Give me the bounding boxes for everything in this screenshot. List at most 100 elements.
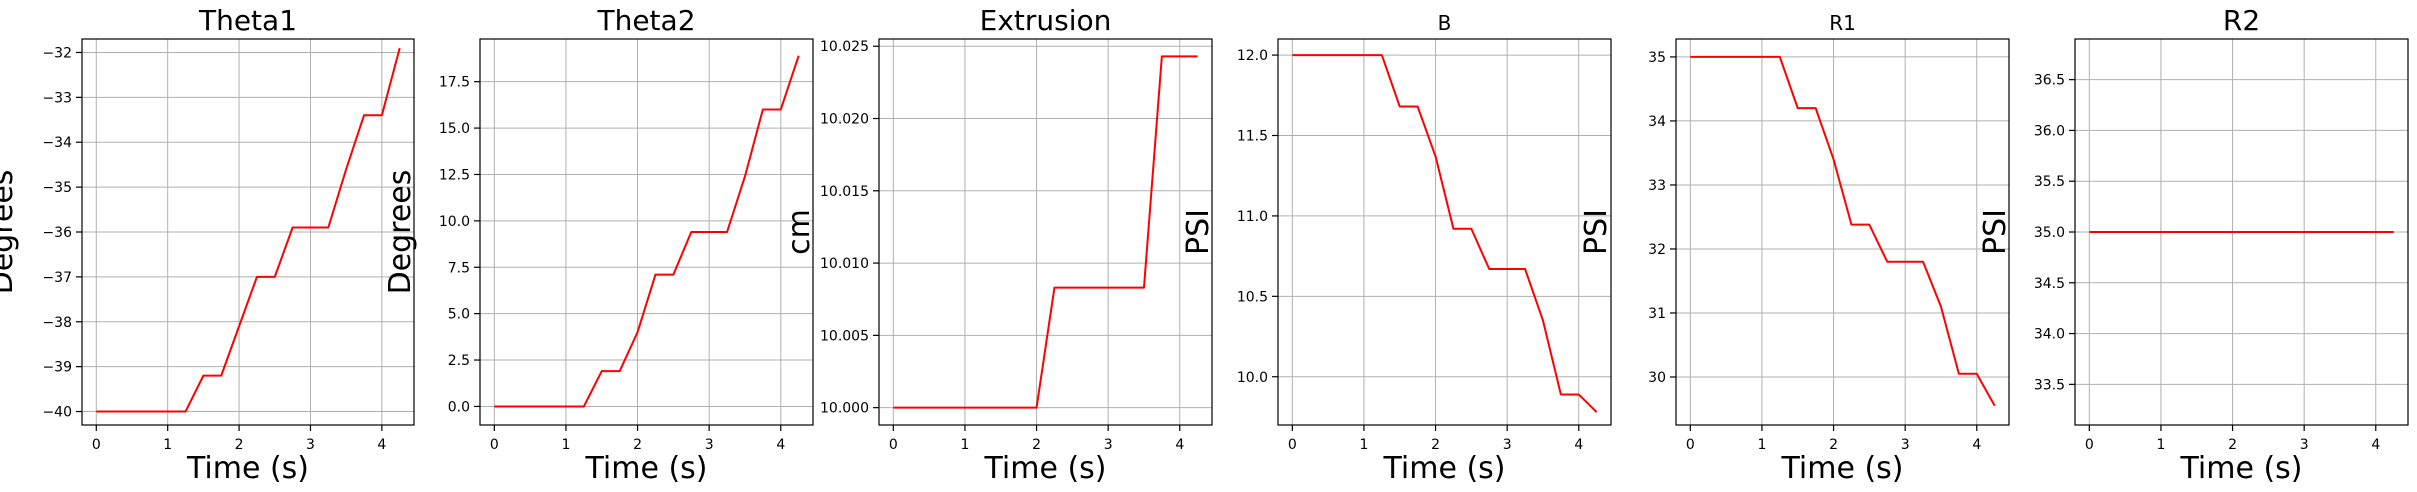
x-tick-label: 2 [235,437,244,453]
x-tick-label: 2 [1829,437,1838,453]
y-tick-label: 34.5 [2034,276,2065,292]
series-line-1 [494,55,800,408]
series-line-1 [96,47,401,413]
x-tick-label: 3 [306,437,315,453]
y-tick-label: 10.010 [820,256,869,272]
y-tick-label: −40 [42,405,72,421]
y-tick-label: −34 [42,135,72,151]
x-tick-label: 2 [633,437,642,453]
y-tick-label: 32 [1648,242,1666,258]
x-tick-label: 4 [1175,437,1184,453]
x-axis-label: Time (s) [186,451,309,486]
y-tick-label: 35.5 [2034,174,2065,190]
subplot-4: 0 1 2 3 4 10.0 10.5 11.0 11.5 12.0 B Time (s) PSI [1181,11,1612,486]
y-tick-label: 2.5 [448,353,470,369]
x-tick-label: 0 [889,437,898,453]
y-tick-label: −38 [42,315,72,331]
x-tick-label: 4 [2371,437,2380,453]
y-tick-label: 30 [1648,370,1666,386]
y-tick-label: 11.0 [1237,209,1268,225]
y-tick-label: 15.0 [439,121,470,137]
y-tick-label: 10.0 [439,214,470,230]
x-tick-label: 0 [490,437,499,453]
subplot-2: 0 1 2 3 4 0.0 2.5 5.0 7.5 10.0 12.5 15.0 17.5 Theta2 T… [383,4,814,486]
subplot-3: 0 1 2 3 4 10.000 10.005 10.010 10.015 10.020 10.02… [782,4,1213,486]
y-tick-label: 31 [1648,306,1666,322]
y-tick-label: 12.0 [1237,48,1268,64]
x-tick-label: 4 [1574,437,1583,453]
x-axis-label: Time (s) [2180,451,2303,486]
y-tick-label: 7.5 [448,260,470,276]
plot-frame [479,38,814,426]
series-line-1 [1292,54,1598,413]
chart-title: R1 [1829,11,1856,35]
x-tick-label: 3 [1901,437,1910,453]
y-tick-label: −35 [42,180,72,196]
x-tick-label: 2 [1431,437,1440,453]
chart-title: Theta1 [198,4,297,37]
x-tick-label: 1 [960,437,969,453]
y-tick-label: −36 [42,225,72,241]
x-tick-label: 3 [705,437,714,453]
x-axis-label: Time (s) [585,451,708,486]
y-tick-label: −39 [42,360,72,376]
y-tick-label: −32 [42,45,72,61]
y-tick-label: 10.025 [820,39,869,55]
y-tick-label: 10.0 [1237,370,1268,386]
y-tick-label: 34 [1648,114,1666,130]
x-tick-label: 0 [1686,437,1695,453]
x-tick-label: 2 [2228,437,2237,453]
x-tick-label: 1 [163,437,172,453]
y-tick-label: 10.020 [820,112,869,128]
y-axis-label: PSI [1579,209,1614,255]
x-tick-label: 1 [1359,437,1368,453]
y-tick-label: 10.015 [820,184,869,200]
x-axis-label: Time (s) [1781,451,1904,486]
x-tick-label: 1 [561,437,570,453]
y-tick-label: 0.0 [448,399,470,415]
plot-frame [1277,38,1612,426]
x-tick-label: 1 [2156,437,2165,453]
x-axis-label: Time (s) [1383,451,1506,486]
x-tick-label: 0 [2085,437,2094,453]
x-axis-label: Time (s) [984,451,1107,486]
x-tick-label: 0 [92,437,101,453]
x-tick-label: 1 [1757,437,1766,453]
y-tick-label: 12.5 [439,167,470,183]
x-tick-label: 4 [1972,437,1981,453]
subplot-1: 0 1 2 3 4 −40 −39 −38 −37 −36 −35 −34 −33 −32 Theta1 Ti… [0,4,415,486]
x-tick-label: 3 [2300,437,2309,453]
y-tick-label: 34.0 [2034,327,2065,343]
y-tick-label: −33 [42,90,72,106]
chart-title: R2 [2223,4,2260,37]
series-line-1 [1690,55,1996,407]
plot-frame [878,38,1213,426]
y-tick-label: 35 [1648,50,1666,66]
y-tick-label: −37 [42,270,72,286]
y-tick-label: 10.000 [820,401,869,417]
y-tick-label: 33 [1648,178,1666,194]
y-tick-label: 10.5 [1237,289,1268,305]
subplot-6: 0 1 2 3 4 33.5 34.0 34.5 35.0 35.5 36.0 36.5 R2 Time … [1978,4,2409,486]
x-tick-label: 0 [1288,437,1297,453]
chart-title: B [1438,11,1452,35]
y-tick-label: 33.5 [2034,377,2065,393]
x-tick-label: 4 [377,437,386,453]
y-axis-label: Degrees [0,170,20,295]
y-axis-label: cm [782,209,817,255]
y-tick-label: 17.5 [439,75,470,91]
y-tick-label: 10.005 [820,328,869,344]
chart-title: Extrusion [980,4,1112,37]
y-axis-label: PSI [1181,209,1216,255]
y-tick-label: 36.0 [2034,123,2065,139]
y-tick-label: 5.0 [448,307,470,323]
x-tick-label: 3 [1503,437,1512,453]
y-tick-label: 36.5 [2034,73,2065,89]
chart-title: Theta2 [596,4,695,37]
y-axis-label: PSI [1978,209,2013,255]
y-axis-label: Degrees [383,170,418,295]
plot-frame [1675,38,2010,426]
x-tick-label: 3 [1104,437,1113,453]
